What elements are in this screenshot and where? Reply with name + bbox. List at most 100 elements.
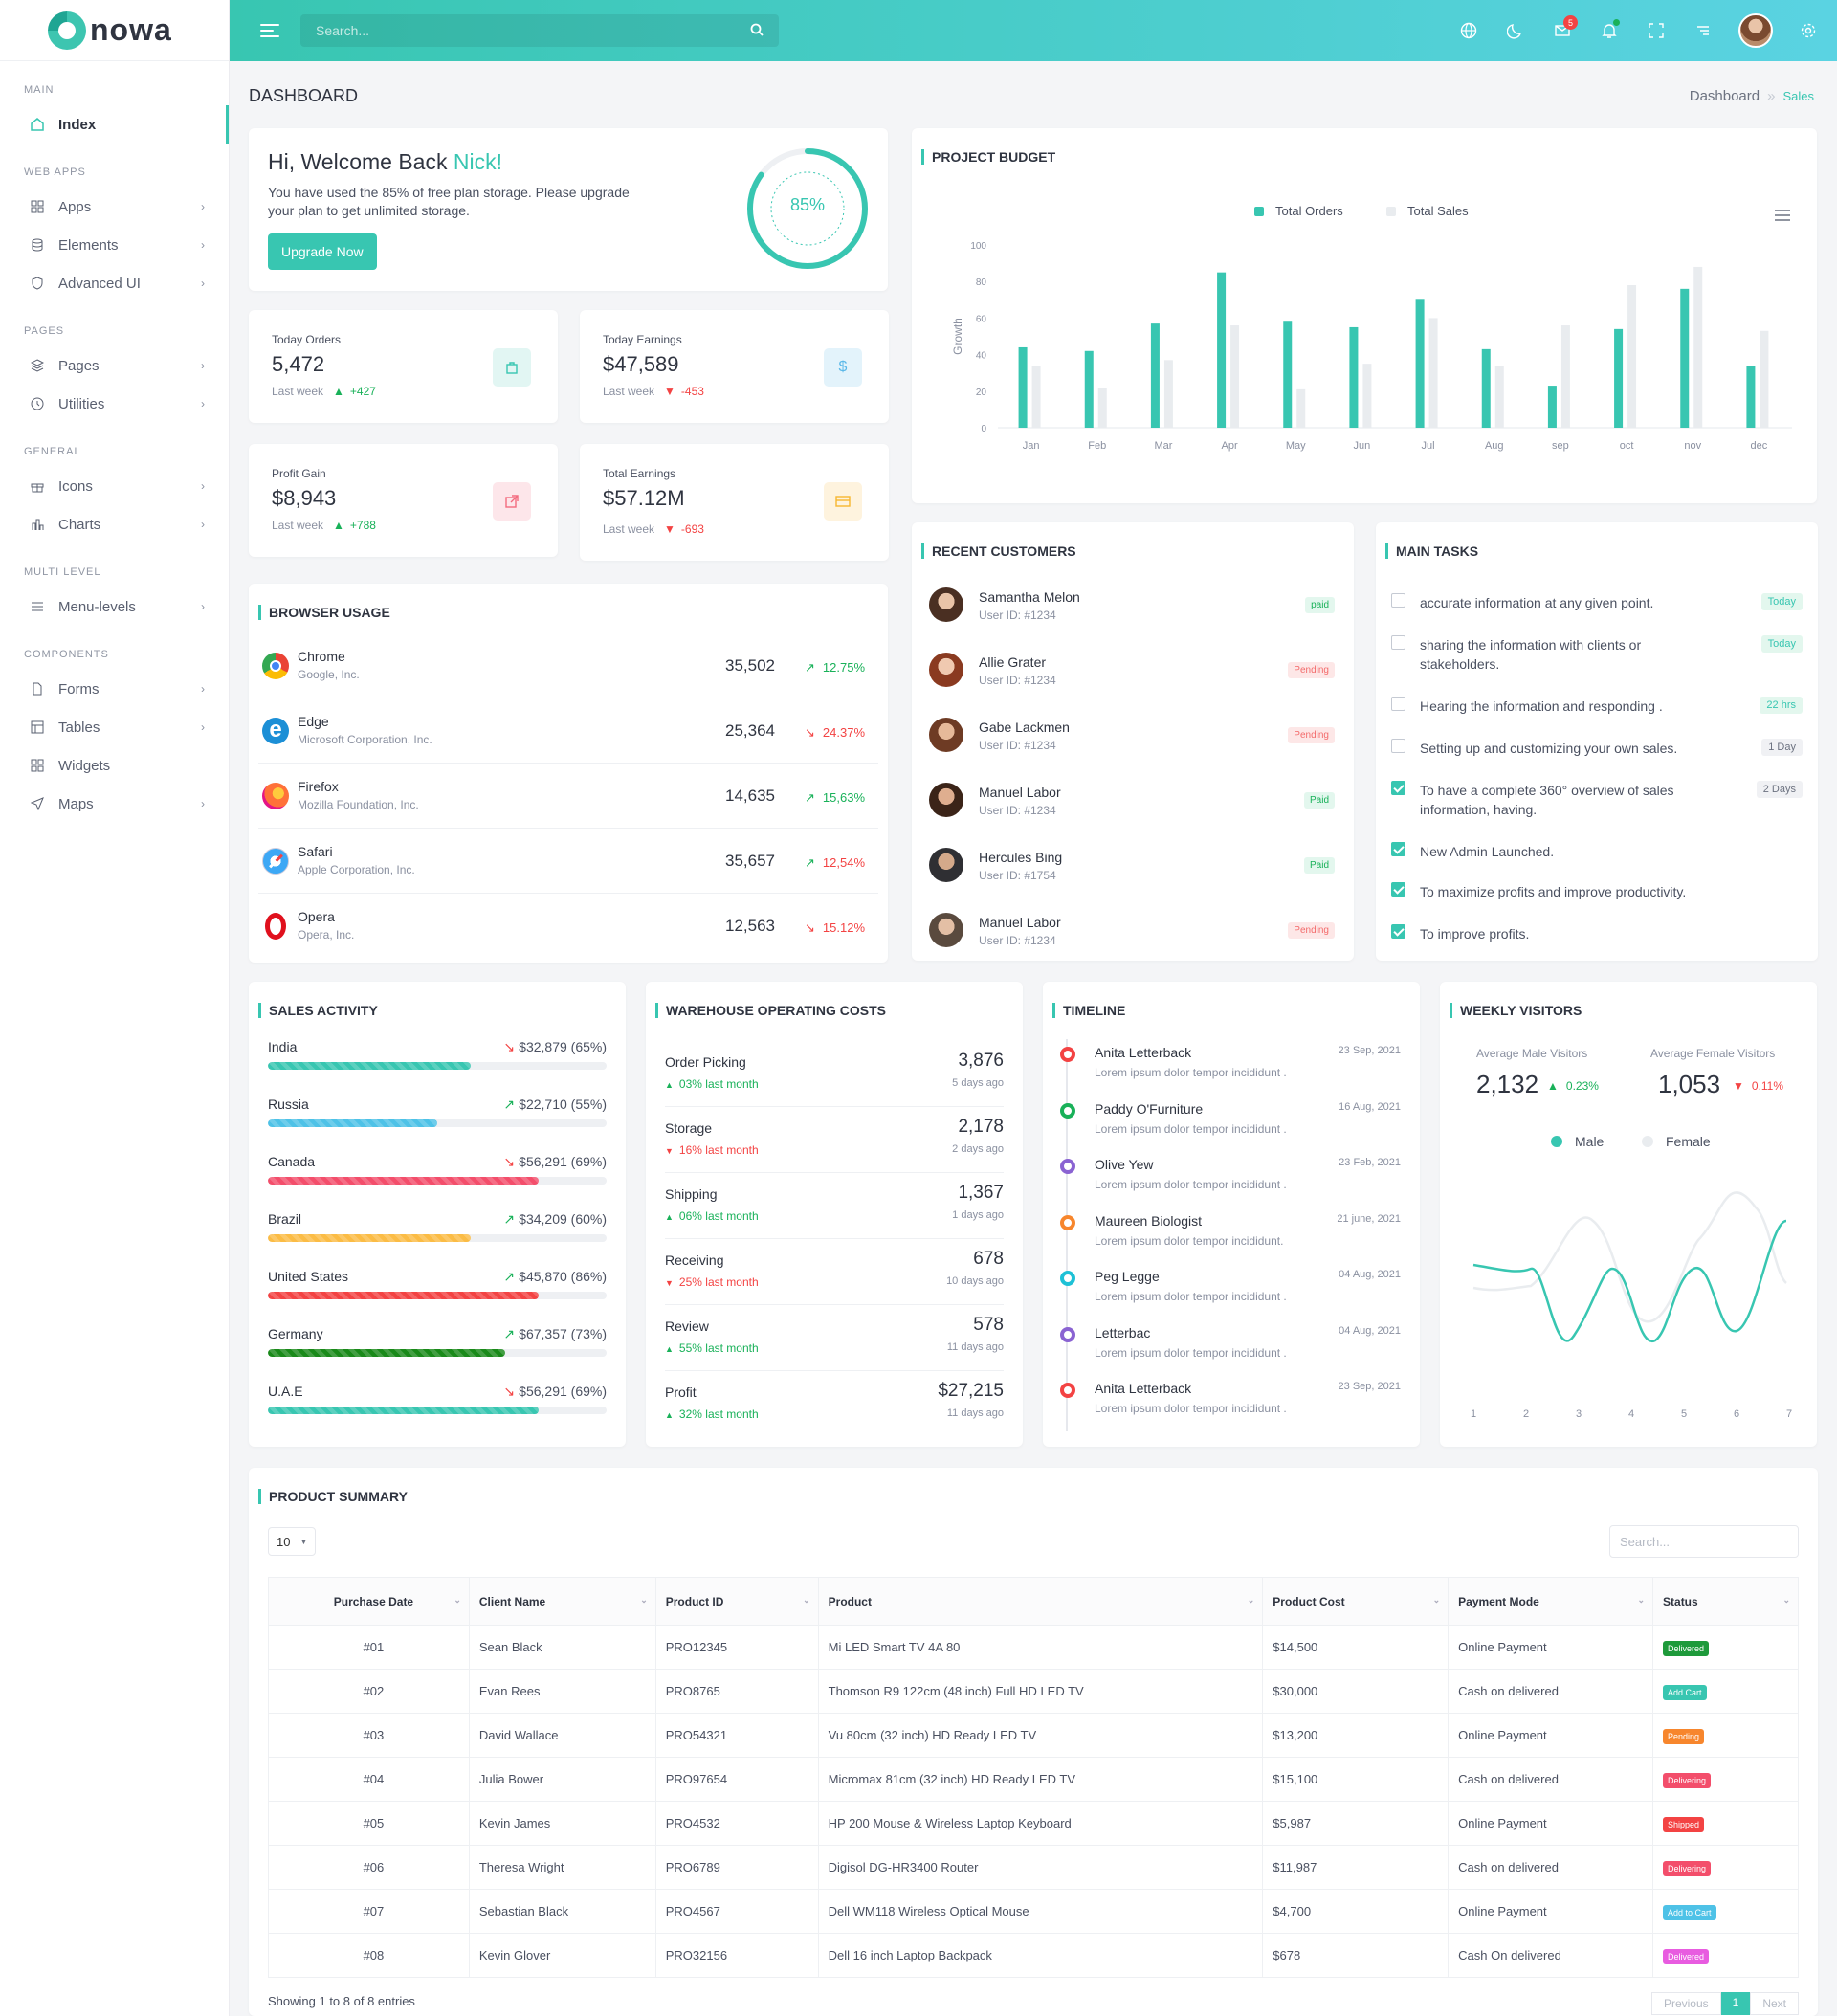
column-header[interactable]: Status ⌄ bbox=[1652, 1577, 1799, 1626]
arrow-up-icon: ▲ bbox=[1547, 1079, 1559, 1093]
table-cell: Mi LED Smart TV 4A 80 bbox=[817, 1625, 1264, 1670]
fullscreen-icon[interactable] bbox=[1643, 17, 1670, 44]
sidebar-item-advanced-ui[interactable]: Advanced UI › bbox=[0, 264, 229, 302]
sidebar-section-web-apps: WEB APPS bbox=[24, 166, 86, 178]
moon-icon[interactable] bbox=[1502, 17, 1529, 44]
browser-company: Opera, Inc. bbox=[298, 928, 355, 942]
pagination-previous[interactable]: Previous bbox=[1650, 1992, 1721, 2015]
task-checkbox[interactable] bbox=[1391, 842, 1405, 856]
task-checkbox[interactable] bbox=[1391, 635, 1405, 650]
credit-card-icon bbox=[824, 482, 862, 521]
column-header[interactable]: Product ⌄ bbox=[817, 1577, 1264, 1626]
sidebar-item-apps[interactable]: Apps › bbox=[0, 188, 229, 226]
sidebar-item-widgets[interactable]: Widgets bbox=[0, 746, 229, 785]
pagination-next[interactable]: Next bbox=[1750, 1992, 1799, 2015]
sidebar-item-elements[interactable]: Elements › bbox=[0, 226, 229, 264]
table-row[interactable]: #06 Theresa Wright PRO6789 Digisol DG-HR340… bbox=[268, 1845, 1799, 1890]
sidebar-item-tables[interactable]: Tables › bbox=[0, 708, 229, 746]
bar-total-sales bbox=[1560, 325, 1570, 428]
customer-row[interactable]: Gabe Lackmen User ID: #1234 Pending bbox=[929, 704, 1335, 769]
mail-icon[interactable]: 5 bbox=[1549, 15, 1578, 44]
customer-row[interactable]: Samantha Melon User ID: #1234 paid bbox=[929, 574, 1335, 639]
task-text: accurate information at any given point. bbox=[1420, 595, 1654, 610]
cost-change: ▼ 25% last month bbox=[665, 1275, 759, 1289]
sales-activity-row: United States ↗ $45,870 (86%) bbox=[268, 1269, 607, 1326]
sidebar-item-pages[interactable]: Pages › bbox=[0, 346, 229, 385]
timeline-item: Peg Legge Lorem ipsum dolor tempor incidi… bbox=[1060, 1269, 1401, 1324]
sidebar-item-icons[interactable]: Icons › bbox=[0, 467, 229, 505]
breadcrumb-dashboard[interactable]: Dashboard bbox=[1689, 88, 1760, 104]
task-checkbox[interactable] bbox=[1391, 781, 1405, 795]
timeline-name: Paddy O'Furniture bbox=[1095, 1100, 1204, 1117]
page-size-select[interactable]: 10 ▼ bbox=[268, 1527, 316, 1556]
table-row[interactable]: #03 David Wallace PRO54321 Vu 80cm (32 inch… bbox=[268, 1713, 1799, 1758]
task-checkbox[interactable] bbox=[1391, 882, 1405, 897]
sidebar-item-index[interactable]: Index bbox=[0, 105, 229, 144]
x-tick-label: Feb bbox=[1088, 440, 1106, 452]
customer-row[interactable]: Manuel Labor User ID: #1234 Pending bbox=[929, 899, 1335, 964]
customer-row[interactable]: Manuel Labor User ID: #1234 Paid bbox=[929, 769, 1335, 834]
search-input[interactable]: Search... bbox=[300, 14, 779, 47]
table-row[interactable]: #07 Sebastian Black PRO4567 Dell WM118 Wire… bbox=[268, 1889, 1799, 1934]
table-row[interactable]: #05 Kevin James PRO4532 HP 200 Mouse & Wire… bbox=[268, 1801, 1799, 1846]
cost-value: $27,215 bbox=[938, 1381, 1004, 1401]
chart-menu-icon[interactable] bbox=[1775, 209, 1790, 226]
task-checkbox[interactable] bbox=[1391, 739, 1405, 753]
upgrade-button[interactable]: Upgrade Now bbox=[268, 233, 377, 270]
search-icon[interactable] bbox=[750, 23, 764, 39]
table-row[interactable]: #04 Julia Bower PRO97654 Micromax 81cm (32 … bbox=[268, 1757, 1799, 1802]
bar-total-sales bbox=[1494, 366, 1504, 428]
country-value: ↗ $45,870 (86%) bbox=[503, 1269, 607, 1284]
y-tick-label: 20 bbox=[976, 388, 987, 398]
table-cell: Theresa Wright bbox=[468, 1845, 656, 1890]
sidebar-item-forms[interactable]: Forms › bbox=[0, 670, 229, 708]
column-header[interactable]: Product Cost ⌄ bbox=[1262, 1577, 1450, 1626]
globe-icon[interactable] bbox=[1455, 17, 1482, 44]
table-row[interactable]: #02 Evan Rees PRO8765 Thomson R9 122cm (48 … bbox=[268, 1669, 1799, 1714]
column-header[interactable]: Purchase Date ⌄ bbox=[268, 1577, 470, 1626]
card-title: MAIN TASKS bbox=[1385, 543, 1478, 559]
table-row[interactable]: #08 Kevin Glover PRO32156 Dell 16 inch Lapt… bbox=[268, 1933, 1799, 1978]
pagination-page-1[interactable]: 1 bbox=[1720, 1992, 1751, 2015]
table-row[interactable]: #01 Sean Black PRO12345 Mi LED Smart TV 4A … bbox=[268, 1625, 1799, 1670]
card-title: PROJECT BUDGET bbox=[921, 149, 1055, 165]
trend-down-icon: ↘ bbox=[805, 920, 815, 935]
user-avatar[interactable] bbox=[1737, 11, 1775, 50]
hamburger-menu-icon[interactable] bbox=[260, 24, 279, 37]
sidebar-item-utilities[interactable]: Utilities › bbox=[0, 385, 229, 423]
task-badge: 1 Day bbox=[1761, 739, 1803, 756]
task-checkbox[interactable] bbox=[1391, 924, 1405, 939]
country-name: Canada bbox=[268, 1154, 316, 1169]
table-cell: Delivering bbox=[1652, 1757, 1799, 1802]
sidebar-item-label: Forms bbox=[58, 680, 100, 698]
task-checkbox[interactable] bbox=[1391, 593, 1405, 608]
sidebar-item-label: Charts bbox=[58, 516, 101, 533]
table-cell: Cash on delivered bbox=[1448, 1757, 1654, 1802]
task-text: To improve profits. bbox=[1420, 926, 1530, 942]
bell-icon[interactable] bbox=[1596, 17, 1623, 44]
chevron-right-icon: › bbox=[201, 397, 205, 410]
cost-change: ▲ 32% last month bbox=[665, 1407, 759, 1421]
timeline-desc: Lorem ipsum dolor tempor incididunt. bbox=[1095, 1233, 1284, 1248]
customer-row[interactable]: Allie Grater User ID: #1234 Pending bbox=[929, 639, 1335, 704]
card-title: WEEKLY VISITORS bbox=[1450, 1003, 1582, 1018]
column-header[interactable]: Payment Mode ⌄ bbox=[1448, 1577, 1654, 1626]
customer-row[interactable]: Hercules Bing User ID: #1754 Paid bbox=[929, 834, 1335, 899]
sidebar-item-charts[interactable]: Charts › bbox=[0, 505, 229, 543]
welcome-card: Hi, Welcome Back Nick! You have used the… bbox=[249, 128, 888, 291]
browser-company: Google, Inc. bbox=[298, 668, 360, 681]
table-search-input[interactable]: Search... bbox=[1609, 1525, 1799, 1558]
sidebar-toggle-icon[interactable] bbox=[1690, 17, 1716, 44]
sidebar-item-maps[interactable]: Maps › bbox=[0, 785, 229, 823]
settings-gear-icon[interactable] bbox=[1795, 17, 1822, 44]
cost-label: Profit bbox=[665, 1385, 697, 1400]
task-checkbox[interactable] bbox=[1391, 697, 1405, 711]
column-header[interactable]: Client Name ⌄ bbox=[468, 1577, 656, 1626]
status-badge: Add Cart bbox=[1663, 1685, 1707, 1700]
logo[interactable]: nowa bbox=[0, 0, 229, 61]
cost-date: 2 days ago bbox=[952, 1143, 1004, 1155]
column-header[interactable]: Product ID ⌄ bbox=[654, 1577, 819, 1626]
sidebar-item-label: Maps bbox=[58, 795, 94, 812]
sidebar-item-menu-levels[interactable]: Menu-levels › bbox=[0, 587, 229, 626]
sales-activity-row: Germany ↗ $67,357 (73%) bbox=[268, 1326, 607, 1384]
